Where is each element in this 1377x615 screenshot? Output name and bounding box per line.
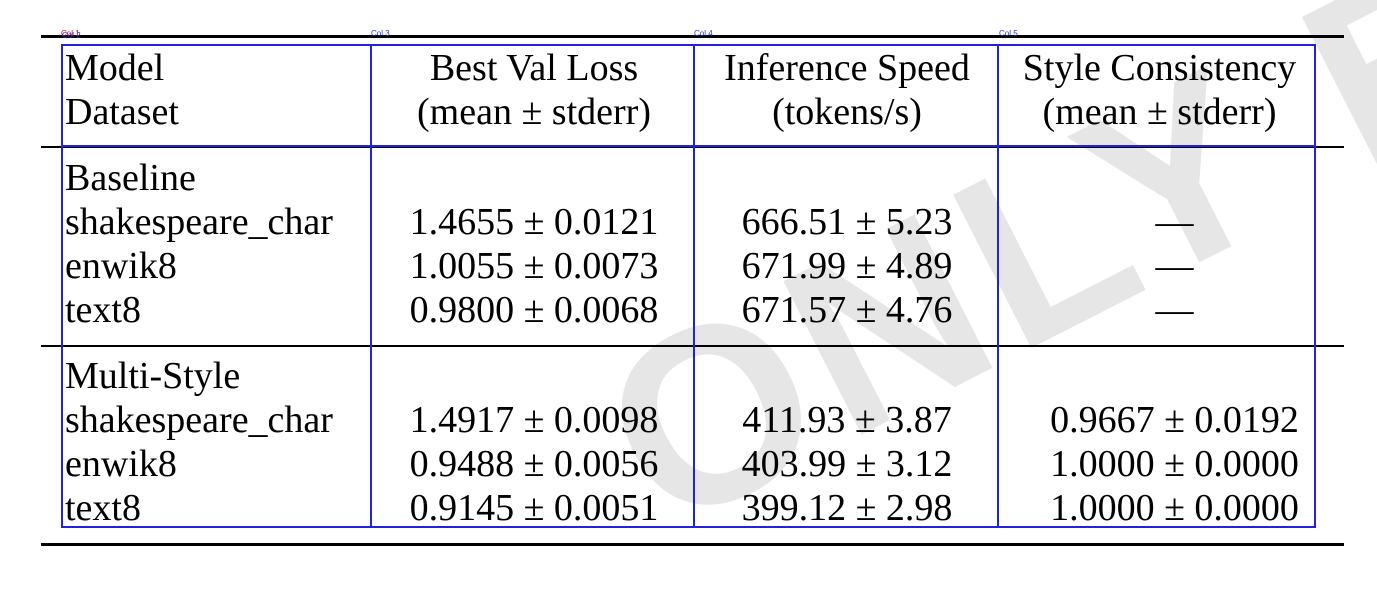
- table-row-style: 0.9667 ± 0.0192: [1050, 399, 1299, 441]
- column-tag-1: Col 1: [61, 29, 80, 38]
- header-box-4: [997, 44, 1316, 147]
- column-tag-3: Col 3: [371, 29, 390, 38]
- top-rule: [41, 35, 1344, 38]
- header-style-consistency: Style Consistency: [1022, 47, 1297, 89]
- table-row-speed: 403.99 ± 3.12: [741, 443, 953, 485]
- table-row-speed: 666.51 ± 5.23: [741, 201, 953, 243]
- table-row-dataset: enwik8: [65, 443, 177, 485]
- header-best-val-loss-sub: (mean ± stderr): [417, 91, 651, 133]
- table-row-val-loss: 0.9145 ± 0.0051: [409, 487, 659, 529]
- table-row-dataset: text8: [65, 289, 141, 331]
- header-style-consistency-sub: (mean ± stderr): [1042, 91, 1277, 133]
- header-dataset: Dataset: [65, 91, 179, 133]
- table-row-style: —: [1155, 245, 1194, 287]
- group-label-baseline: Baseline: [65, 157, 196, 199]
- group-label-multi-style: Multi-Style: [65, 355, 241, 397]
- table-row-dataset: shakespeare_char: [65, 399, 333, 441]
- table-row-style: 1.0000 ± 0.0000: [1050, 487, 1299, 529]
- header-inference-speed: Inference Speed: [724, 47, 970, 89]
- column-tag-5: Col 5: [999, 29, 1018, 38]
- header-model: Model: [65, 47, 165, 89]
- bottom-rule: [41, 543, 1344, 546]
- table-row-style: —: [1155, 289, 1194, 331]
- table-row-val-loss: 0.9488 ± 0.0056: [409, 443, 659, 485]
- table-row-speed: 671.99 ± 4.89: [741, 245, 953, 287]
- table-row-style: —: [1155, 201, 1194, 243]
- table-row-speed: 671.57 ± 4.76: [741, 289, 953, 331]
- table-row-dataset: shakespeare_char: [65, 201, 333, 243]
- table-row-dataset: enwik8: [65, 245, 177, 287]
- group-rule: [41, 345, 1344, 347]
- header-inference-speed-sub: (tokens/s): [772, 91, 922, 133]
- header-rule: [41, 146, 1344, 148]
- table-row-val-loss: 1.4655 ± 0.0121: [409, 201, 659, 243]
- table-row-style: 1.0000 ± 0.0000: [1050, 443, 1299, 485]
- table-row-val-loss: 1.0055 ± 0.0073: [409, 245, 659, 287]
- column-tag-4: Col 4: [694, 29, 713, 38]
- table-row-speed: 399.12 ± 2.98: [741, 487, 953, 529]
- table-row-speed: 411.93 ± 3.87: [742, 399, 952, 441]
- header-best-val-loss: Best Val Loss: [429, 47, 639, 89]
- table-row-dataset: text8: [65, 487, 141, 529]
- column-tag-2: Col 2: [62, 31, 81, 40]
- table-row-val-loss: 0.9800 ± 0.0068: [409, 289, 659, 331]
- table-row-val-loss: 1.4917 ± 0.0098: [409, 399, 659, 441]
